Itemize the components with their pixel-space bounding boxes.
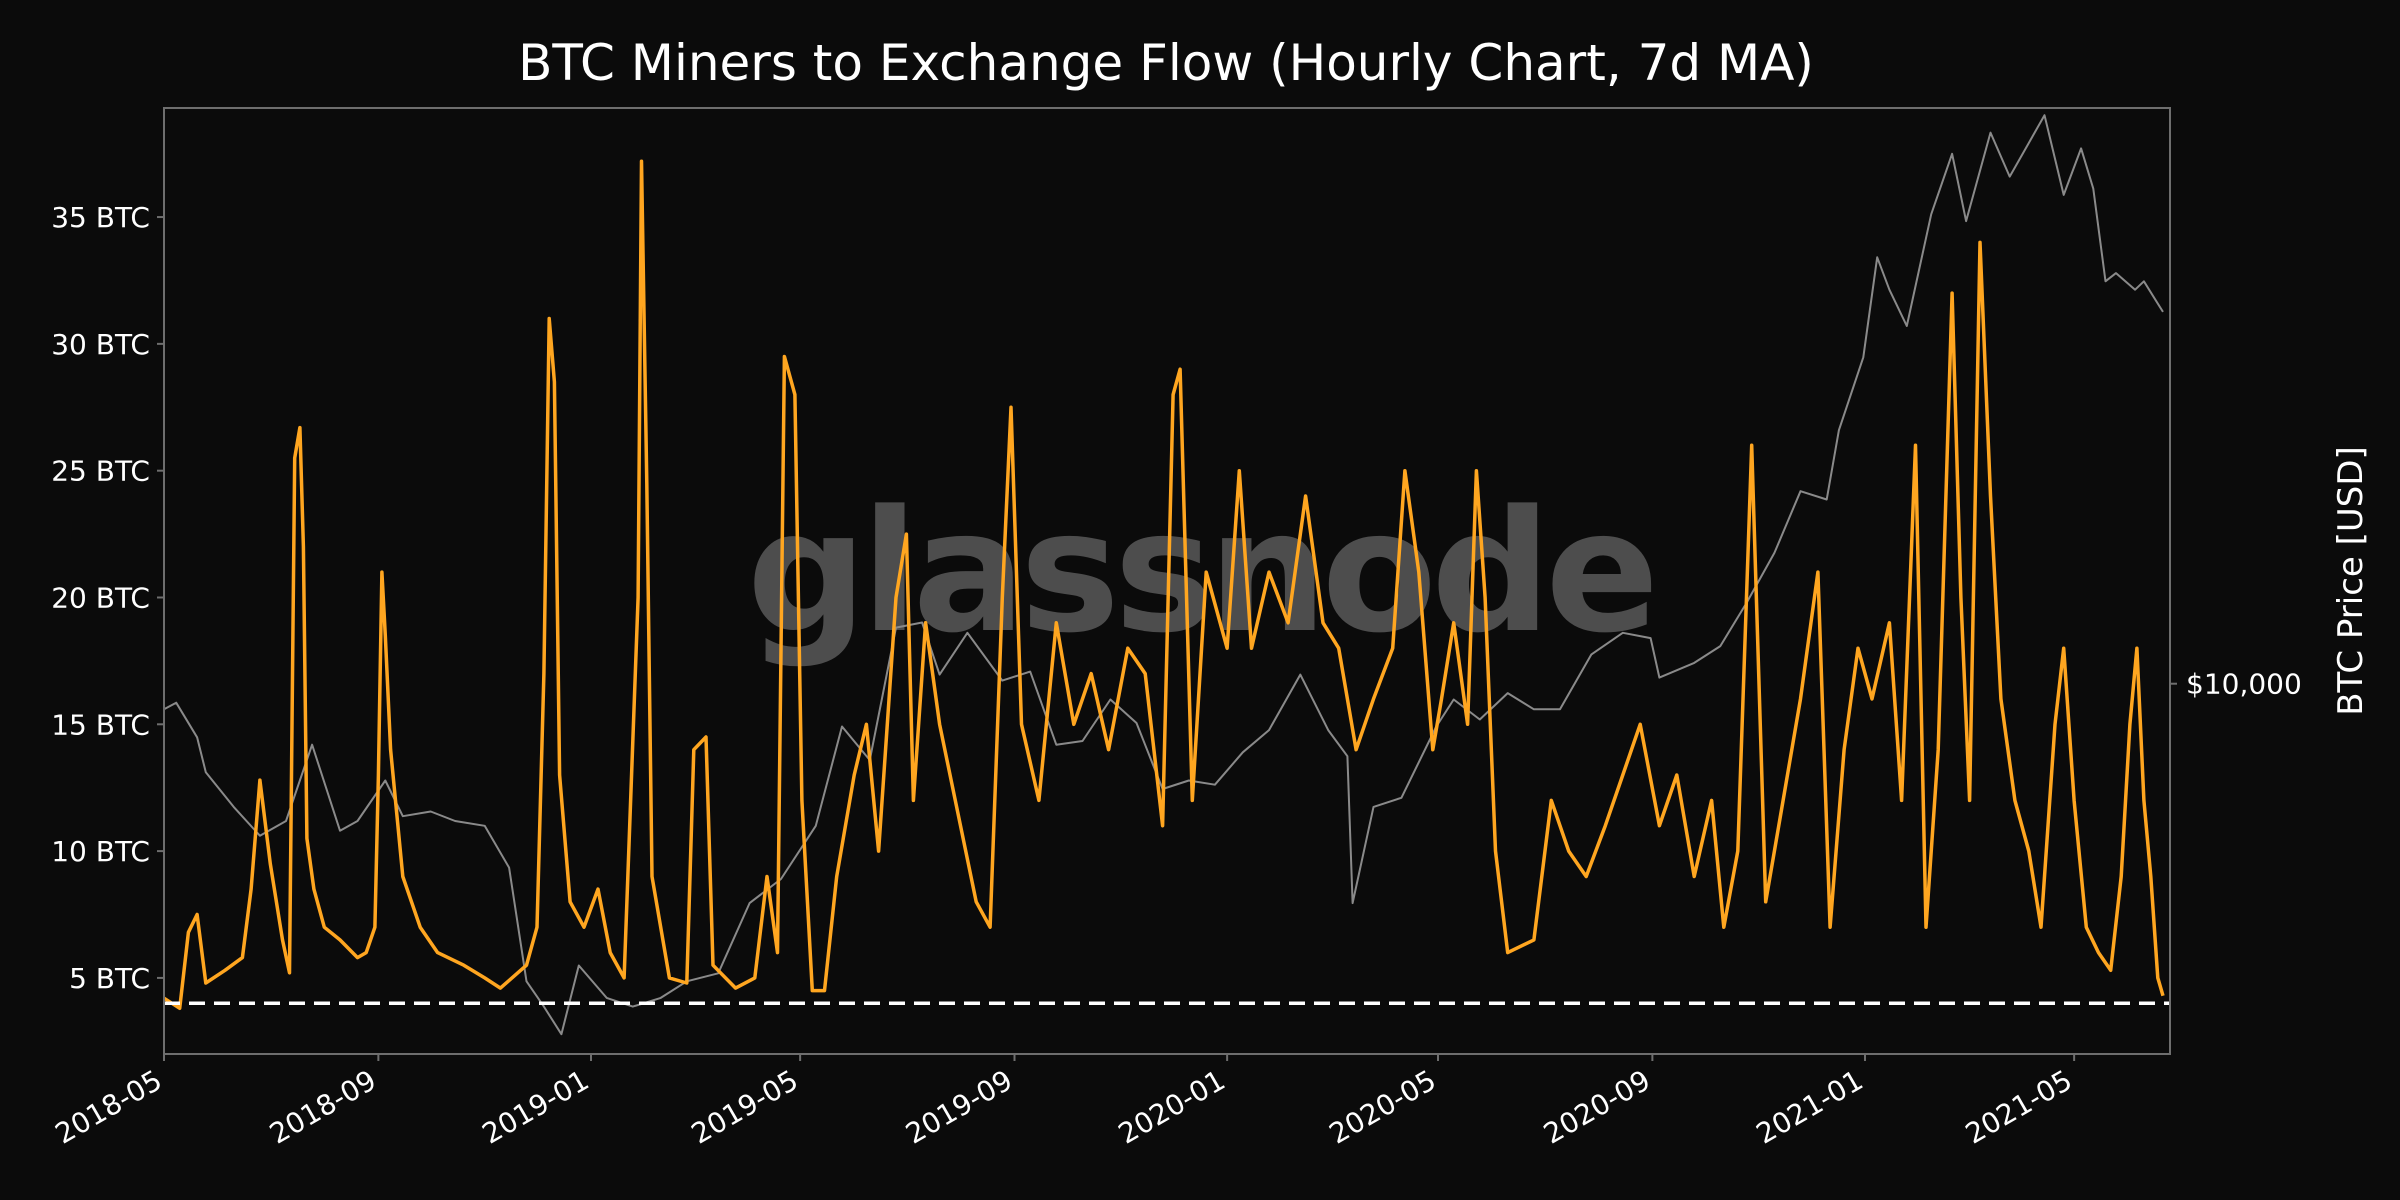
y-tick-label: 35 BTC — [51, 201, 150, 234]
price-series — [163, 114, 2164, 1036]
price-line — [163, 114, 2164, 1036]
y-axis-right: $10,000 — [2170, 668, 2302, 701]
y-tick-label: 10 BTC — [51, 835, 150, 868]
y2-tick-label: $10,000 — [2186, 668, 2302, 701]
flow-line — [163, 159, 2165, 1011]
y2-axis-label: BTC Price [USD] — [2331, 446, 2371, 716]
y-tick-label: 15 BTC — [51, 708, 150, 741]
y-tick-label: 5 BTC — [69, 962, 150, 995]
y-tick-label: 20 BTC — [51, 581, 150, 614]
flow-series — [163, 159, 2165, 1011]
y-axis-left: 5 BTC 10 BTC 15 BTC 20 BTC 25 BTC 30 BTC 35 BT… — [51, 201, 164, 995]
watermark: glassnode — [747, 474, 1653, 670]
y-tick-label: 25 BTC — [51, 455, 150, 488]
chart-title: BTC Miners to Exchange Flow (Hourly Char… — [518, 34, 1814, 92]
plot-frame — [163, 107, 2171, 1055]
y-tick-label: 30 BTC — [51, 328, 150, 361]
